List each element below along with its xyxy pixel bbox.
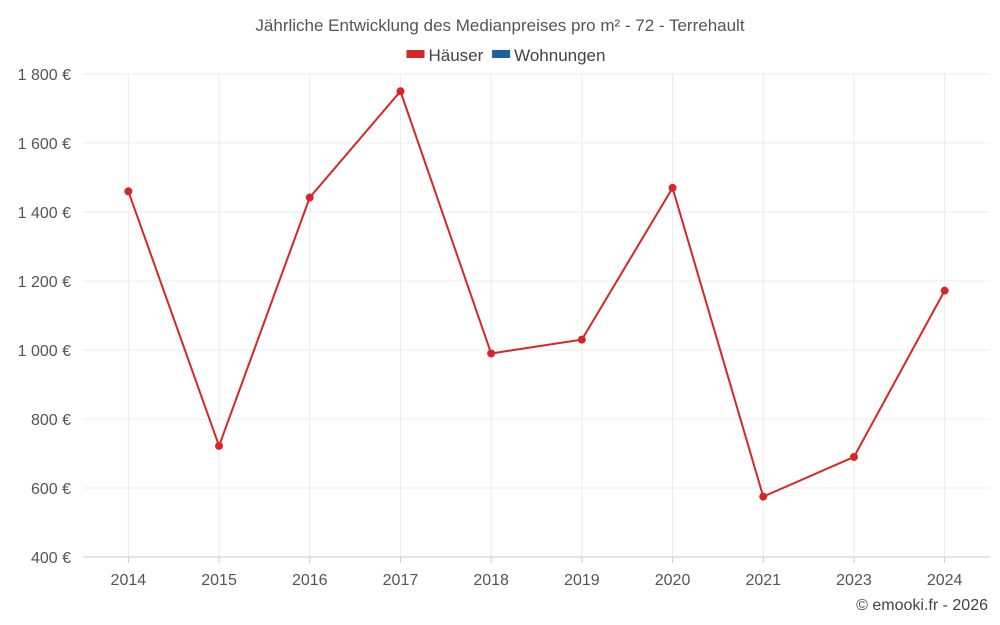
data-point[interactable] <box>940 286 949 295</box>
x-tick-label: 2019 <box>564 572 600 589</box>
x-tick-label: 2015 <box>201 572 237 589</box>
legend-label-1: Wohnungen <box>514 46 605 65</box>
x-tick-label: 2014 <box>111 572 147 589</box>
y-tick-label: 1 600 € <box>18 136 71 153</box>
x-tick-label: 2023 <box>836 572 872 589</box>
data-point[interactable] <box>759 492 768 501</box>
series-layer <box>124 87 949 501</box>
data-point[interactable] <box>849 452 858 461</box>
x-tick-label: 2016 <box>292 572 328 589</box>
data-point[interactable] <box>215 441 224 450</box>
data-point[interactable] <box>668 183 677 192</box>
y-tick-label: 1 200 € <box>18 274 71 291</box>
grid <box>83 73 990 557</box>
legend-swatch-1 <box>492 50 511 58</box>
x-tick-label: 2024 <box>927 572 963 589</box>
x-tick-label: 2017 <box>383 572 419 589</box>
x-axis: 2014 2015 2016 2017 2018 2019 2020 2021 2023 2024 <box>83 556 990 589</box>
data-point[interactable] <box>396 87 405 96</box>
y-tick-label: 1 800 € <box>18 67 71 84</box>
y-tick-label: 600 € <box>31 481 71 498</box>
x-tick-label: 2021 <box>745 572 781 589</box>
legend-swatch-0 <box>406 50 425 58</box>
data-point[interactable] <box>487 349 496 358</box>
data-point[interactable] <box>124 187 133 196</box>
y-tick-label: 1 400 € <box>18 205 71 222</box>
x-tick-label: 2018 <box>473 572 509 589</box>
chart-title: Jährliche Entwicklung des Medianpreises … <box>255 16 744 35</box>
y-tick-label: 1 000 € <box>18 343 71 360</box>
data-point[interactable] <box>305 193 314 202</box>
data-point[interactable] <box>577 335 586 344</box>
legend: Häuser Wohnungen <box>406 46 605 65</box>
y-tick-label: 400 € <box>31 550 71 567</box>
y-axis: 400 € 600 € 800 € 1 000 € 1 200 € 1 400 € 1 60… <box>18 67 71 567</box>
credit-text: © emooki.fr - 2026 <box>856 597 988 614</box>
legend-label-0: Häuser <box>429 46 484 65</box>
y-tick-label: 800 € <box>31 412 71 429</box>
series-line-0 <box>127 90 946 498</box>
x-tick-label: 2020 <box>655 572 691 589</box>
